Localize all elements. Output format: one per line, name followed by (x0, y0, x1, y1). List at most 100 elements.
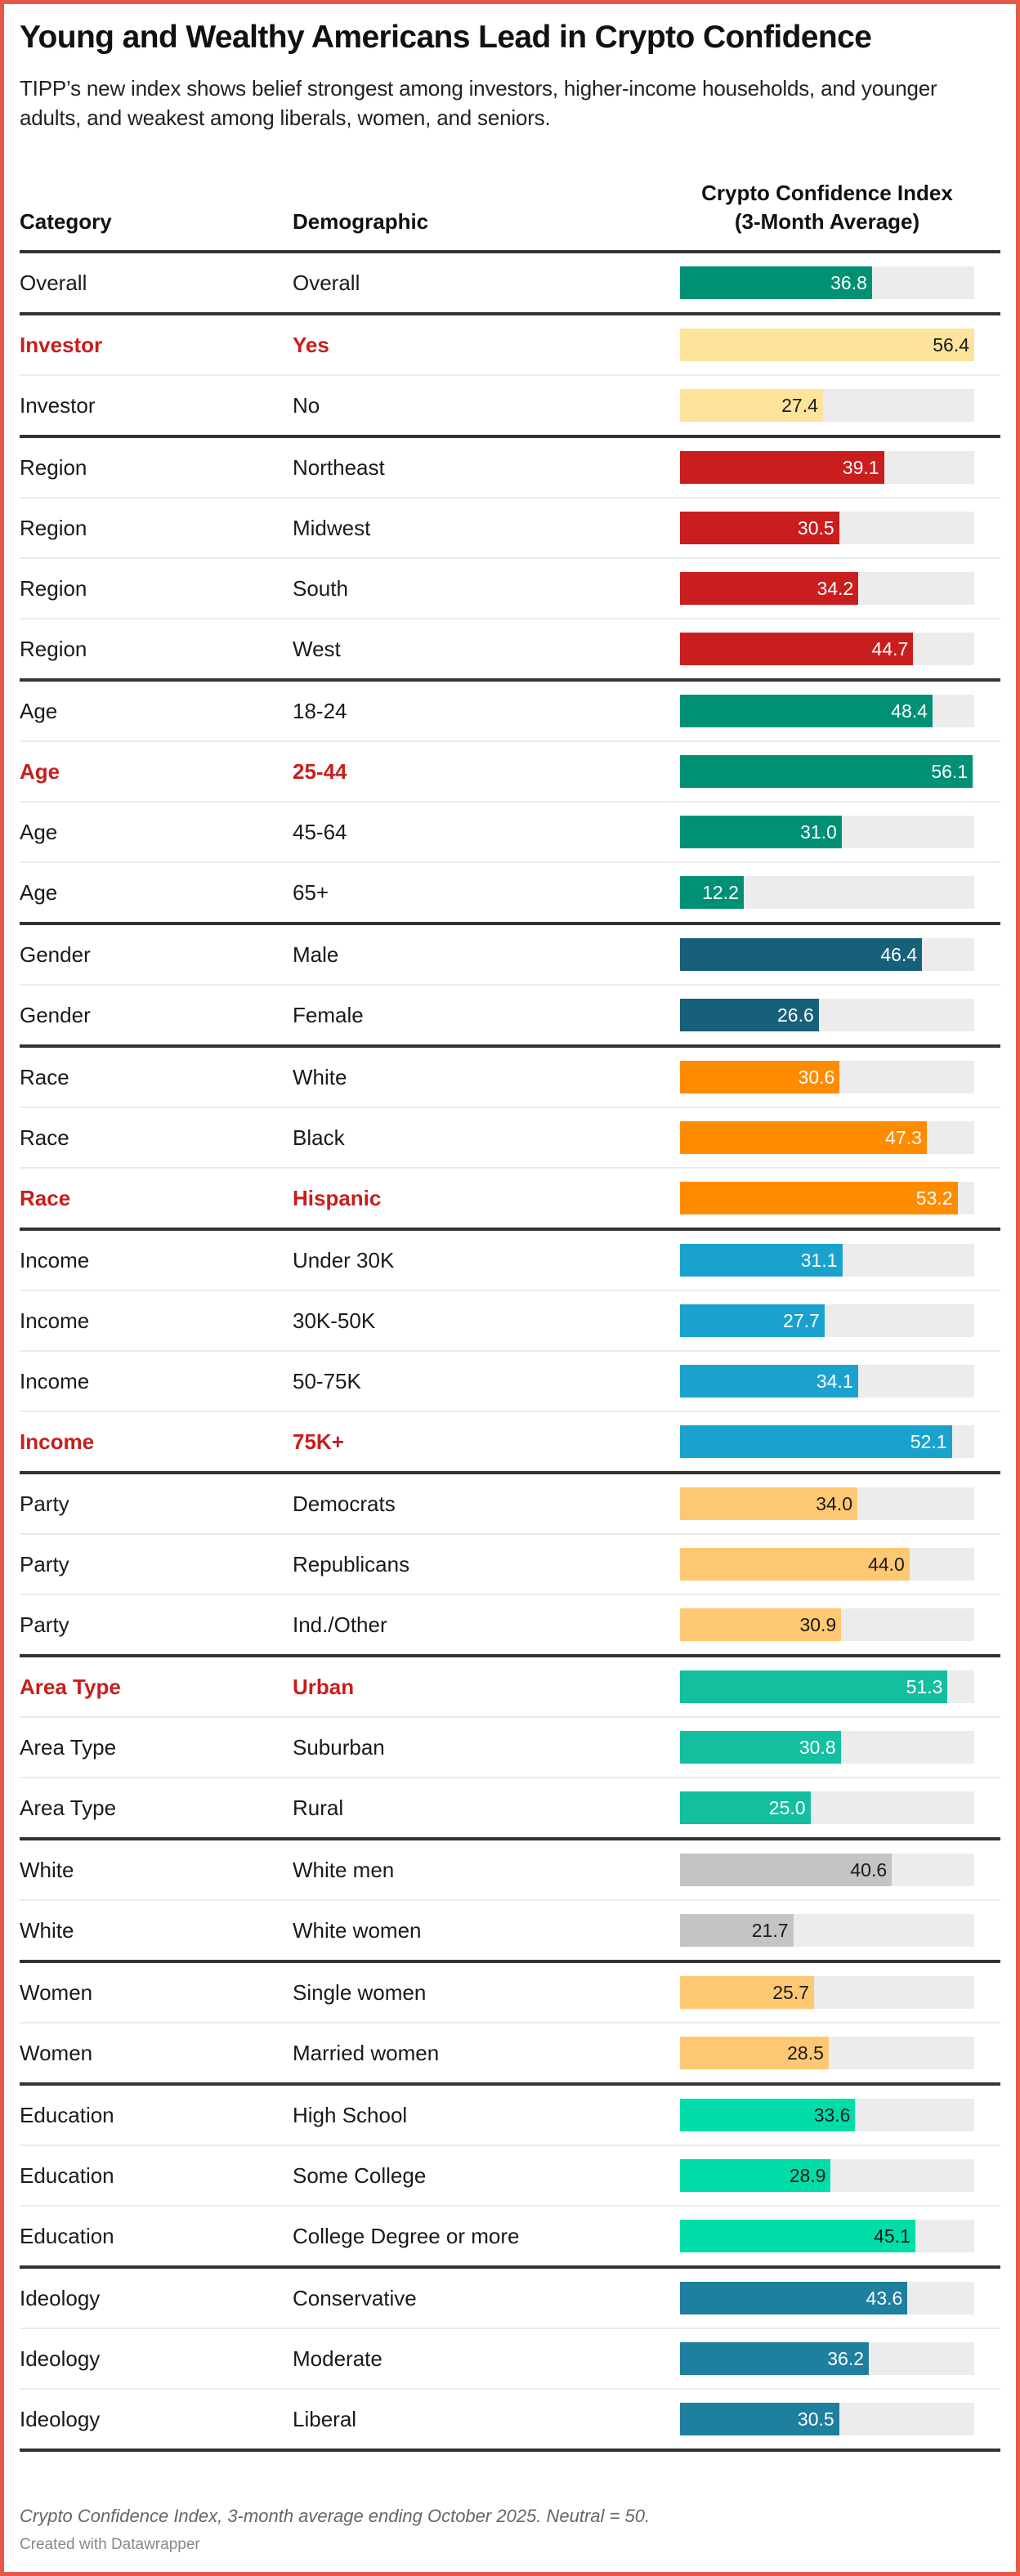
table-row: Region Northeast 39.1 (20, 438, 1000, 499)
bar-value-label: 56.4 (933, 334, 969, 356)
row-demographic: Ind./Other (293, 1612, 387, 1637)
bar-value-label: 27.7 (783, 1310, 820, 1331)
row-category: White (20, 1858, 74, 1882)
table-row: Race Black 47.3 (20, 1108, 1000, 1169)
credit: Created with Datawrapper (20, 2536, 200, 2553)
bar-track: 28.9 (680, 2159, 974, 2192)
bar-track: 30.5 (680, 2403, 974, 2435)
bar-track: 26.6 (680, 999, 974, 1031)
bar-value-label: 56.1 (931, 761, 969, 782)
bar: 46.4 (680, 938, 923, 971)
bar-value-label: 34.1 (816, 1371, 853, 1392)
bar: 34.0 (680, 1487, 858, 1520)
row-demographic: Urban (293, 1675, 355, 1699)
bar-track: 46.4 (680, 938, 974, 971)
bar-track: 25.7 (680, 1976, 974, 2009)
row-demographic: South (293, 576, 348, 601)
bar-value-label: 47.3 (885, 1127, 922, 1148)
bar: 30.5 (680, 2403, 839, 2435)
bar: 28.5 (680, 2037, 829, 2069)
table-row: White White women 21.7 (20, 1901, 1000, 1963)
row-demographic: College Degree or more (293, 2224, 520, 2248)
row-category: White (20, 1918, 74, 1943)
row-demographic: Married women (293, 2041, 440, 2065)
table-row: Age 18-24 48.4 (20, 682, 1000, 742)
table-row: Investor No 27.4 (20, 376, 1000, 438)
row-demographic: Male (293, 942, 339, 967)
row-demographic: White women (293, 1918, 422, 1943)
bar-value-label: 33.6 (813, 2104, 851, 2126)
bar-value-label: 44.0 (868, 1554, 905, 1575)
row-category: Overall (20, 271, 87, 295)
row-demographic: Female (293, 1003, 364, 1027)
bar: 40.6 (680, 1854, 892, 1886)
table-row: Gender Female 26.6 (20, 986, 1000, 1048)
bar-value-label: 34.0 (816, 1493, 853, 1514)
row-demographic: Northeast (293, 455, 385, 480)
row-demographic: 25-44 (293, 759, 347, 784)
bar-value-label: 36.8 (830, 272, 867, 293)
bar: 39.1 (680, 451, 884, 484)
bar-value-label: 25.7 (772, 1982, 810, 2003)
bar-track: 25.0 (680, 1791, 974, 1824)
table-row: Region South 34.2 (20, 559, 1000, 619)
bar: 31.0 (680, 816, 842, 848)
bar: 43.6 (680, 2282, 908, 2314)
row-demographic: 75K+ (293, 1429, 344, 1454)
bar-track: 36.2 (680, 2342, 974, 2375)
row-demographic: 65+ (293, 880, 329, 905)
row-category: Area Type (20, 1675, 121, 1699)
table-row: Age 45-64 31.0 (20, 803, 1000, 863)
row-category: Region (20, 637, 87, 661)
row-category: Women (20, 1980, 93, 2005)
bar-track: 33.6 (680, 2099, 974, 2131)
row-category: Ideology (20, 2286, 101, 2310)
row-category: Ideology (20, 2346, 101, 2371)
bar-track: 36.8 (680, 266, 974, 299)
bar: 30.9 (680, 1608, 842, 1641)
bar: 33.6 (680, 2099, 856, 2131)
bar: 36.2 (680, 2342, 870, 2375)
row-category: Gender (20, 1003, 91, 1027)
row-category: Region (20, 455, 87, 480)
row-category: Area Type (20, 1796, 117, 1820)
bar-track: 30.6 (680, 1061, 974, 1093)
bar: 34.1 (680, 1365, 858, 1398)
table-row: White White men 40.6 (20, 1840, 1000, 1901)
row-category: Region (20, 576, 87, 601)
table-row: Area Type Urban 51.3 (20, 1657, 1000, 1718)
bar-value-label: 43.6 (866, 2288, 903, 2309)
bar-track: 34.0 (680, 1487, 974, 1520)
row-category: Age (20, 759, 60, 784)
column-header-category: Category (20, 209, 112, 234)
table-row: Ideology Moderate 36.2 (20, 2329, 1000, 2390)
row-category: Income (20, 1429, 95, 1454)
bar: 30.8 (680, 1731, 841, 1764)
bar-value-label: 39.1 (842, 457, 879, 478)
chart-subtitle: TIPP’s new index shows belief strongest … (20, 76, 937, 130)
bar-track: 34.2 (680, 572, 974, 605)
bar-track: 28.5 (680, 2037, 974, 2069)
bar-value-label: 30.6 (798, 1067, 835, 1088)
table-row: Race Hispanic 53.2 (20, 1169, 1000, 1231)
bar: 56.4 (680, 329, 974, 361)
bar-value-label: 34.2 (816, 578, 854, 599)
row-demographic: Overall (293, 271, 360, 295)
bar: 12.2 (680, 876, 744, 909)
row-demographic: 18-24 (293, 699, 347, 723)
column-header-demographic: Demographic (293, 209, 429, 234)
table-row: Income 75K+ 52.1 (20, 1412, 1000, 1474)
bar: 53.2 (680, 1182, 958, 1214)
row-demographic: Black (293, 1125, 345, 1150)
table-row: Ideology Liberal 30.5 (20, 2390, 1000, 2452)
row-category: Race (20, 1186, 71, 1210)
row-category: Income (20, 1308, 90, 1333)
row-demographic: West (293, 637, 341, 661)
row-demographic: No (293, 393, 320, 418)
column-header-index-line1: Crypto Confidence Index (701, 181, 953, 205)
bar: 34.2 (680, 572, 859, 605)
row-demographic: Single women (293, 1980, 427, 2005)
row-category: Party (20, 1612, 69, 1637)
bar: 44.0 (680, 1548, 910, 1581)
